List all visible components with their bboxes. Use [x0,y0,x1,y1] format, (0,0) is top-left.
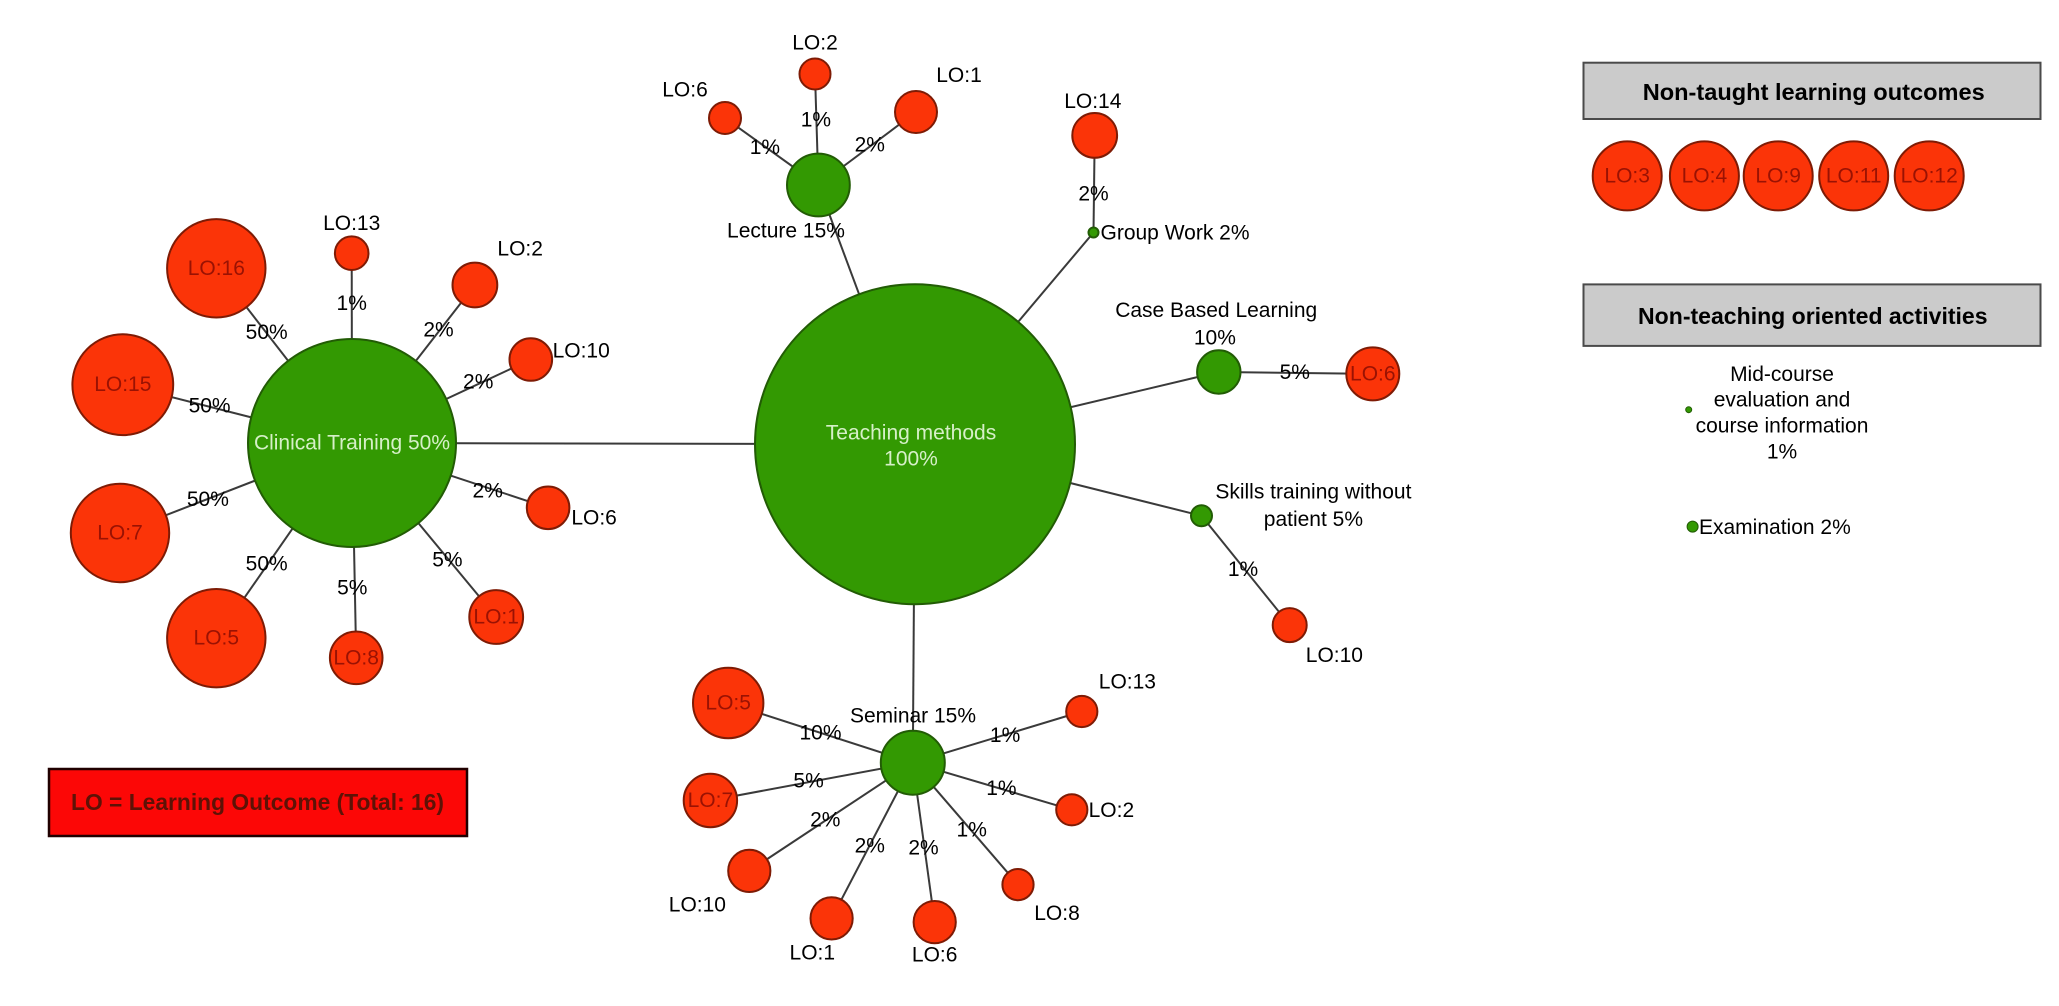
svg-text:5%: 5% [1280,361,1310,384]
svg-text:1%: 1% [801,108,831,131]
svg-text:Teaching methods: Teaching methods [826,422,996,445]
svg-text:1%: 1% [1767,440,1797,463]
svg-text:50%: 50% [246,552,288,575]
svg-text:2%: 2% [810,808,840,831]
svg-text:LO:10: LO:10 [553,340,610,363]
svg-text:2%: 2% [463,370,493,393]
svg-text:5%: 5% [793,770,823,793]
svg-text:5%: 5% [432,548,462,571]
svg-text:LO:13: LO:13 [323,212,380,235]
svg-text:LO:1: LO:1 [790,942,836,965]
svg-text:LO:10: LO:10 [1306,644,1363,667]
svg-text:LO:6: LO:6 [1350,362,1396,385]
svg-text:LO:8: LO:8 [1034,902,1080,925]
svg-text:LO:5: LO:5 [194,627,240,650]
svg-text:50%: 50% [187,488,229,511]
svg-text:LO:9: LO:9 [1755,164,1801,187]
svg-text:1%: 1% [337,292,367,315]
svg-text:LO:14: LO:14 [1064,90,1122,113]
svg-text:2%: 2% [423,318,453,341]
svg-text:Seminar 15%: Seminar 15% [850,705,976,728]
svg-text:Group Work 2%: Group Work 2% [1101,222,1250,245]
svg-text:50%: 50% [246,321,288,344]
svg-text:Skills training without: Skills training without [1215,481,1411,504]
svg-text:LO:6: LO:6 [571,506,617,529]
svg-text:1%: 1% [750,136,780,159]
svg-text:10%: 10% [1194,327,1236,350]
svg-text:LO:2: LO:2 [1089,799,1135,822]
svg-text:LO:1: LO:1 [473,606,519,629]
svg-text:2%: 2% [855,835,885,858]
svg-text:10%: 10% [799,722,841,745]
svg-text:LO:11: LO:11 [1826,164,1882,187]
svg-text:2%: 2% [1078,183,1108,206]
svg-text:evaluation and: evaluation and [1714,389,1851,412]
svg-text:1%: 1% [990,724,1020,747]
svg-text:course information: course information [1696,415,1869,438]
svg-text:LO:6: LO:6 [662,79,708,102]
svg-text:100%: 100% [884,448,938,471]
svg-text:LO:16: LO:16 [188,257,245,280]
svg-text:LO:12: LO:12 [1901,164,1958,187]
svg-text:Case Based Learning: Case Based Learning [1115,299,1317,322]
svg-text:LO:15: LO:15 [94,373,151,396]
svg-text:Non-teaching oriented activiti: Non-teaching oriented activities [1638,303,1988,329]
svg-text:LO:1: LO:1 [936,64,982,87]
svg-text:5%: 5% [337,576,367,599]
svg-text:LO:2: LO:2 [792,32,838,55]
svg-text:Lecture 15%: Lecture 15% [727,220,845,243]
svg-text:Non-taught learning outcomes: Non-taught learning outcomes [1643,79,1985,105]
svg-text:LO:8: LO:8 [333,646,379,669]
svg-text:2%: 2% [855,133,885,156]
svg-text:1%: 1% [957,819,987,842]
svg-text:2%: 2% [473,480,503,503]
svg-text:LO:7: LO:7 [97,522,143,545]
svg-text:LO = Learning Outcome (Total:: LO = Learning Outcome (Total: 16) [71,789,444,815]
svg-text:1%: 1% [1228,558,1258,581]
svg-text:patient 5%: patient 5% [1264,508,1363,531]
svg-text:Mid-course: Mid-course [1730,363,1834,386]
svg-text:Examination 2%: Examination 2% [1699,516,1851,539]
svg-text:LO:13: LO:13 [1099,670,1156,693]
svg-text:LO:5: LO:5 [705,692,751,715]
svg-text:Clinical Training 50%: Clinical Training 50% [254,432,450,455]
svg-text:1%: 1% [986,777,1016,800]
svg-text:LO:7: LO:7 [688,789,734,812]
svg-text:LO:6: LO:6 [912,944,958,967]
svg-text:2%: 2% [908,836,938,859]
svg-text:LO:10: LO:10 [669,894,726,917]
svg-text:LO:4: LO:4 [1682,164,1728,187]
svg-text:LO:2: LO:2 [497,238,543,261]
svg-text:50%: 50% [189,395,231,418]
svg-text:LO:3: LO:3 [1604,164,1650,187]
